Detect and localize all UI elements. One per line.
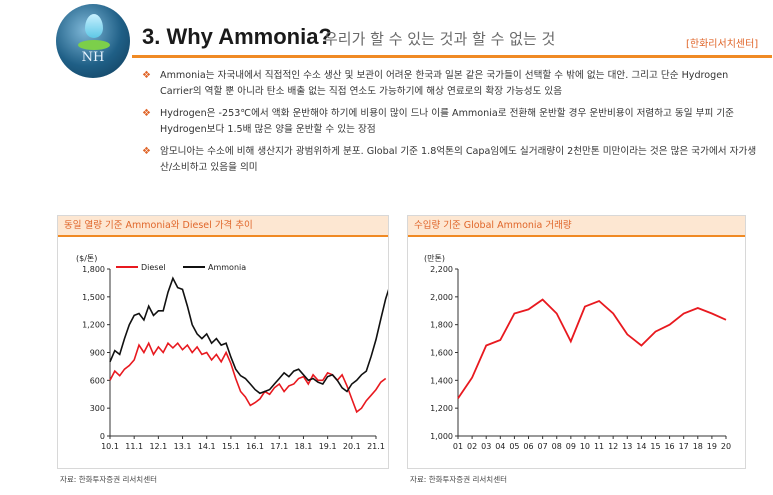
x-tick-label: 10 xyxy=(580,442,590,451)
bullet-text: Hydrogen은 -253℃에서 액화 운반해야 하기에 비용이 많이 드나 … xyxy=(160,107,734,136)
x-tick-label: 11.1 xyxy=(125,442,143,451)
y-tick-label: 1,200 xyxy=(430,404,453,413)
bullet-item: ❖ Ammonia는 자국내에서 직접적인 수소 생산 및 보관이 어려운 한국… xyxy=(142,68,762,101)
title-divider xyxy=(132,55,772,58)
x-tick-label: 13 xyxy=(622,442,632,451)
x-tick-label: 10.1 xyxy=(101,442,119,451)
report-logo: NH xyxy=(56,4,130,78)
y-tick-label: 2,200 xyxy=(430,265,453,274)
x-tick-label: 01 xyxy=(453,442,463,451)
x-tick-label: 12.1 xyxy=(149,442,167,451)
logo-text: NH xyxy=(81,50,105,65)
x-tick-label: 15.1 xyxy=(222,442,240,451)
source-tag: [한화리서치센터] xyxy=(686,39,759,50)
x-tick-label: 06 xyxy=(523,442,533,451)
y-tick-label: 900 xyxy=(90,349,105,358)
bullet-list: ❖ Ammonia는 자국내에서 직접적인 수소 생산 및 보관이 어려운 한국… xyxy=(142,68,762,181)
volume-chart-panel: 수입량 기준 Global Ammonia 거래량 (만톤) 1,000 1,200… xyxy=(407,215,746,469)
x-tick-label: 19.1 xyxy=(319,442,337,451)
bullet-text: 암모니아는 수소에 비해 생산지가 광범위하게 분포. Global 기준 1.… xyxy=(160,145,757,174)
y-tick-label: 1,500 xyxy=(82,293,105,302)
y-tick-label: 1,800 xyxy=(82,265,105,274)
y-axis-unit: (만톤) xyxy=(424,254,445,263)
x-tick-label: 03 xyxy=(481,442,491,451)
x-tick-label: 20 xyxy=(721,442,731,451)
x-tick-label: 05 xyxy=(509,442,519,451)
legend-label-ammonia: Ammonia xyxy=(208,263,246,272)
x-tick-label: 21.1 xyxy=(367,442,385,451)
y-tick-label: 1,200 xyxy=(82,321,105,330)
page-subtitle: 우리가 할 수 있는 것과 할 수 없는 것 xyxy=(324,30,556,48)
y-axis-unit: ($/톤) xyxy=(76,254,97,263)
x-tick-label: 04 xyxy=(495,442,505,451)
x-tick-label: 02 xyxy=(467,442,477,451)
y-tick-label: 1,000 xyxy=(430,432,453,441)
diamond-bullet-icon: ❖ xyxy=(142,145,151,157)
series-line-diesel xyxy=(109,341,387,414)
price-chart-panel: 동일 열량 기준 Ammonia와 Diesel 가격 추이 ($/톤) 0 300… xyxy=(57,215,389,469)
y-tick-label: 1,400 xyxy=(430,376,453,385)
x-tick-label: 14 xyxy=(636,442,646,451)
price-chart-source: 자료: 한화투자증권 리서치센터 xyxy=(60,475,157,484)
x-tick-label: 16 xyxy=(664,442,674,451)
y-tick-label: 600 xyxy=(90,376,105,385)
x-tick-label: 13.1 xyxy=(174,442,192,451)
bullet-item: ❖ 암모니아는 수소에 비해 생산지가 광범위하게 분포. Global 기준 … xyxy=(142,144,762,177)
price-chart: ($/톤) 0 300 600 900 1,200 1,500 1,800 10.1 11.1 12… xyxy=(76,254,388,451)
x-tick-label: 09 xyxy=(566,442,576,451)
series-line-ammonia xyxy=(109,276,388,395)
y-tick-label: 0 xyxy=(100,432,105,441)
x-tick-label: 14.1 xyxy=(198,442,216,451)
page-title: 3. Why Ammonia? xyxy=(142,24,332,49)
volume-chart-title: 수입량 기준 Global Ammonia 거래량 xyxy=(408,216,745,237)
x-tick-label: 18.1 xyxy=(295,442,313,451)
x-tick-label: 17 xyxy=(679,442,689,451)
x-tick-label: 17.1 xyxy=(270,442,288,451)
x-tick-label: 19 xyxy=(707,442,717,451)
x-tick-label: 07 xyxy=(538,442,548,451)
x-tick-label: 08 xyxy=(552,442,562,451)
x-tick-label: 12 xyxy=(608,442,618,451)
volume-chart-source: 자료: 한화투자증권 리서치센터 xyxy=(410,475,507,484)
bullet-item: ❖ Hydrogen은 -253℃에서 액화 운반해야 하기에 비용이 많이 드… xyxy=(142,106,762,139)
legend-label-diesel: Diesel xyxy=(141,263,166,272)
x-tick-label: 11 xyxy=(594,442,604,451)
volume-chart: (만톤) 1,000 1,200 1,400 1,600 1,800 2,000 2,200 0… xyxy=(424,254,731,451)
x-tick-label: 18 xyxy=(693,442,703,451)
y-tick-label: 2,000 xyxy=(430,293,453,302)
bullet-text: Ammonia는 자국내에서 직접적인 수소 생산 및 보관이 어려운 한국과 … xyxy=(160,70,729,98)
x-tick-label: 15 xyxy=(650,442,660,451)
x-tick-label: 20.1 xyxy=(343,442,361,451)
y-tick-label: 1,600 xyxy=(430,349,453,358)
y-tick-label: 1,800 xyxy=(430,321,453,330)
x-tick-label: 16.1 xyxy=(246,442,264,451)
leaf-icon xyxy=(78,40,110,50)
y-tick-label: 300 xyxy=(90,404,105,413)
series-line-volume xyxy=(457,298,727,399)
diamond-bullet-icon: ❖ xyxy=(142,107,151,119)
price-chart-title: 동일 열량 기준 Ammonia와 Diesel 가격 추이 xyxy=(58,216,388,237)
droplet-icon xyxy=(85,14,103,38)
diamond-bullet-icon: ❖ xyxy=(142,70,151,81)
